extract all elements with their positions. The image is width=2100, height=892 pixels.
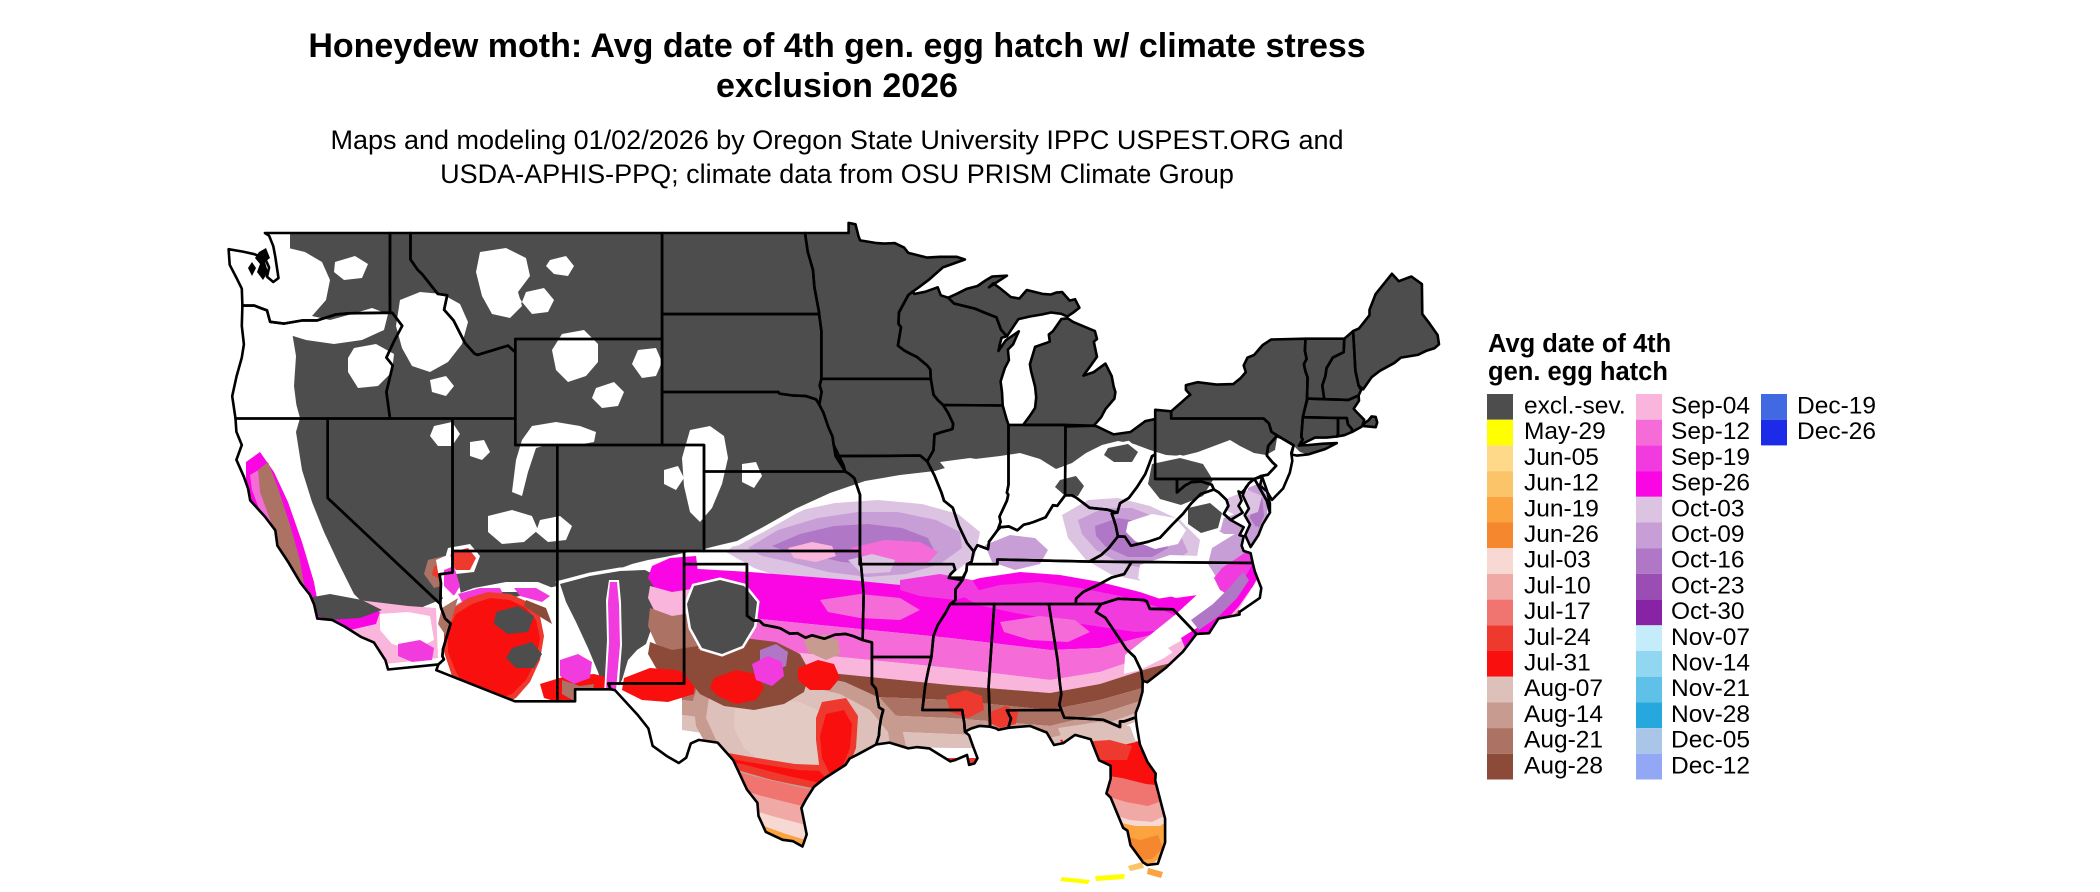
svg-text:Aug-14: Aug-14 (1524, 701, 1603, 728)
svg-text:Nov-21: Nov-21 (1671, 675, 1750, 702)
svg-text:Nov-28: Nov-28 (1671, 701, 1750, 728)
svg-text:exclusion 2026: exclusion 2026 (716, 67, 958, 105)
svg-text:Oct-09: Oct-09 (1671, 521, 1745, 548)
svg-text:Nov-07: Nov-07 (1671, 624, 1750, 651)
svg-text:Sep-12: Sep-12 (1671, 418, 1750, 445)
svg-text:Sep-04: Sep-04 (1671, 393, 1750, 420)
svg-text:Jun-12: Jun-12 (1524, 470, 1599, 497)
svg-text:Jun-19: Jun-19 (1524, 495, 1599, 522)
svg-text:Oct-03: Oct-03 (1671, 495, 1745, 522)
svg-text:Oct-16: Oct-16 (1671, 547, 1745, 574)
svg-text:Aug-28: Aug-28 (1524, 752, 1603, 779)
svg-text:Oct-23: Oct-23 (1671, 572, 1745, 599)
svg-text:Avg date of 4th: Avg date of 4th (1488, 330, 1671, 358)
svg-text:Jun-05: Jun-05 (1524, 444, 1599, 471)
svg-text:Maps and modeling 01/02/2026 b: Maps and modeling 01/02/2026 by Oregon S… (330, 125, 1343, 155)
svg-text:Jul-31: Jul-31 (1524, 650, 1591, 677)
svg-text:Oct-30: Oct-30 (1671, 598, 1745, 625)
svg-text:Dec-05: Dec-05 (1671, 727, 1750, 754)
svg-text:USDA-APHIS-PPQ; climate data f: USDA-APHIS-PPQ; climate data from OSU PR… (440, 159, 1234, 189)
svg-text:Honeydew moth: Avg date of 4th: Honeydew moth: Avg date of 4th gen. egg … (308, 27, 1365, 65)
svg-text:Jul-24: Jul-24 (1524, 624, 1591, 651)
svg-text:Aug-07: Aug-07 (1524, 675, 1603, 702)
svg-text:Jul-10: Jul-10 (1524, 572, 1591, 599)
svg-text:May-29: May-29 (1524, 418, 1606, 445)
svg-text:Sep-19: Sep-19 (1671, 444, 1750, 471)
svg-text:Aug-21: Aug-21 (1524, 727, 1603, 754)
svg-text:Sep-26: Sep-26 (1671, 470, 1750, 497)
svg-text:Jun-26: Jun-26 (1524, 521, 1599, 548)
svg-text:Dec-12: Dec-12 (1671, 752, 1750, 779)
svg-text:Jul-17: Jul-17 (1524, 598, 1591, 625)
svg-text:excl.-sev.: excl.-sev. (1524, 393, 1626, 420)
svg-text:Dec-19: Dec-19 (1797, 393, 1876, 420)
svg-text:gen. egg hatch: gen. egg hatch (1488, 358, 1668, 386)
svg-text:Nov-14: Nov-14 (1671, 650, 1750, 677)
svg-text:Jul-03: Jul-03 (1524, 547, 1591, 574)
svg-text:Dec-26: Dec-26 (1797, 418, 1876, 445)
